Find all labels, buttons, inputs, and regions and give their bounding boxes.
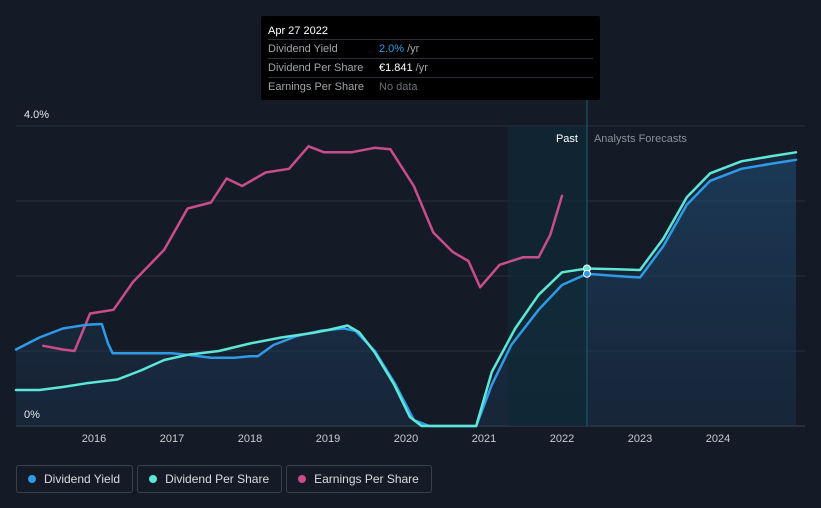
y-tick-label: 0% (24, 409, 40, 421)
x-tick-label: 2022 (550, 433, 574, 445)
past-region-band (507, 126, 588, 426)
analysts-forecasts-label: Analysts Forecasts (594, 133, 687, 145)
x-tick-label: 2021 (472, 433, 496, 445)
series-area-1 (16, 152, 796, 427)
tooltip-value: 2.0% (379, 43, 404, 55)
legend-label: Dividend Per Share (165, 472, 270, 486)
marker-dots (582, 264, 591, 278)
marker-dot (582, 269, 591, 278)
series-line-dividend-per-share (14, 151, 798, 428)
x-tick-label: 2018 (238, 433, 262, 445)
x-tick-label: 2023 (628, 433, 652, 445)
x-tick-label: 2024 (706, 433, 730, 445)
x-tick-label: 2020 (394, 433, 418, 445)
tooltip-row-dividend-yield: Dividend Yield 2.0% /yr (268, 39, 593, 58)
tooltip-unit: /yr (407, 43, 420, 55)
x-tick-label: 2017 (160, 433, 184, 445)
tooltip-row-earnings-per-share: Earnings Per Share No data (268, 77, 593, 96)
x-tick-label: 2016 (82, 433, 106, 445)
legend-dot-icon (298, 475, 307, 483)
dividend-per-share-value: €1.841 (379, 62, 413, 74)
chart-legend: Dividend Yield Dividend Per Share Earnin… (16, 465, 432, 493)
tooltip-label: Dividend Yield (268, 43, 338, 55)
data-tooltip: Apr 27 2022 Dividend Yield 2.0% /yr Divi… (261, 16, 600, 100)
legend-dot-icon (28, 475, 36, 483)
y-tick-label: 4.0% (24, 109, 49, 121)
area-fills (16, 152, 796, 427)
dividend-yield-value: 2.0% (379, 43, 405, 55)
legend-label: Earnings Per Share (314, 472, 419, 486)
tooltip-unit: /yr (415, 62, 428, 74)
earnings-per-share-value: No data (379, 81, 418, 93)
legend-dot-icon (149, 475, 158, 483)
tooltip-label: Earnings Per Share (268, 81, 364, 93)
tooltip-label: Dividend Per Share (268, 62, 364, 74)
tooltip-date: Apr 27 2022 (268, 25, 328, 37)
legend-item-dividend-per-share[interactable]: Dividend Per Share (137, 465, 283, 493)
legend-label: Dividend Yield (44, 472, 121, 486)
y-tick-labels: 4.0% 0% (24, 109, 49, 421)
past-label: Past (556, 133, 578, 145)
legend-item-earnings-per-share[interactable]: Earnings Per Share (286, 465, 432, 493)
tooltip-row-dividend-per-share: Dividend Per Share €1.841 /yr (268, 58, 593, 77)
series-line-earnings-per-share (42, 145, 564, 353)
legend-item-dividend-yield[interactable]: Dividend Yield (16, 465, 134, 493)
x-tick-label: 2019 (316, 433, 340, 445)
series-lines (14, 145, 798, 428)
x-tick-labels: 2016 2017 2018 2019 2020 2021 2022 2023 2024 (82, 433, 730, 445)
